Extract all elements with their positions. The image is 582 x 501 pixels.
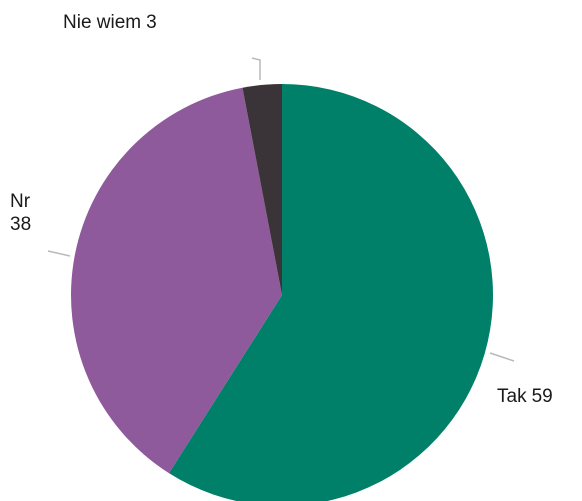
slice-label-tak-value: 59 (531, 386, 553, 407)
slice-label-tak-name: Tak (497, 386, 527, 407)
pie-slice-tak (168, 84, 493, 501)
leader-lines (47, 57, 515, 362)
slice-label-nr-value: 38 (10, 214, 32, 235)
pie-slices (71, 84, 493, 501)
slice-label-nie-wiem-name: Nie wiem (63, 12, 142, 33)
pie-slice-nr (71, 87, 283, 474)
leader-line-nie-wiem (251, 57, 261, 80)
slice-label-tak: Tak 59 (497, 385, 553, 408)
slice-label-nie-wiem: Nie wiem 3 (63, 11, 157, 34)
slice-label-nr: Nr 38 (10, 190, 31, 236)
leader-line-tak (489, 352, 515, 362)
pie-slice-nie-wiem (242, 84, 282, 295)
leader-line-nr (47, 250, 71, 257)
slice-label-nr-name: Nr (10, 191, 31, 212)
slice-label-nie-wiem-value: 3 (146, 12, 157, 33)
